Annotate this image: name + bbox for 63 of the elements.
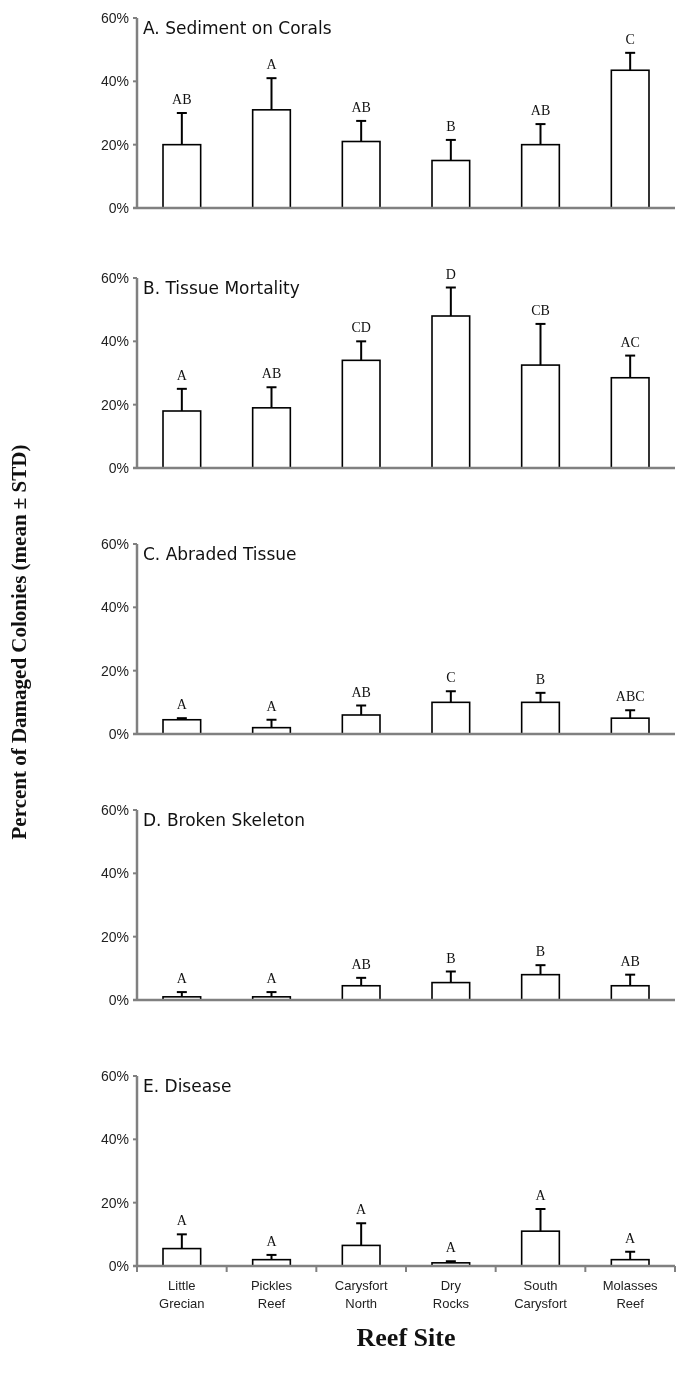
y-tick-label: 40% <box>100 1131 129 1148</box>
annotation: ABC <box>615 689 645 705</box>
annotation: A <box>625 1230 637 1246</box>
x-tick-label: Pickles Reef <box>250 1278 293 1311</box>
annotation: A <box>176 367 188 383</box>
annotation: B <box>535 671 546 687</box>
chart-title: B. Tissue Mortality <box>143 277 300 298</box>
annotation: AB <box>172 92 192 107</box>
y-tick-label: 60% <box>100 9 129 26</box>
y-tick-label: 20% <box>100 396 129 413</box>
annotation: A <box>266 971 278 987</box>
annotation: B <box>535 944 546 960</box>
y-tick-label: 60% <box>100 1067 129 1084</box>
annotation: A <box>356 1202 368 1218</box>
y-tick-label: 0% <box>108 725 129 742</box>
y-tick-label: 40% <box>100 599 129 616</box>
annotation: AB <box>351 684 371 700</box>
annotation: B <box>446 118 456 134</box>
annotation: CB <box>531 302 550 318</box>
x-tick-label: Dry Rocks <box>432 1278 470 1311</box>
annotation: AB <box>261 366 282 382</box>
annotation: CD <box>351 320 371 336</box>
chart-title: A. Sediment on Corals <box>143 17 332 38</box>
y-tick-label: 0% <box>108 459 129 476</box>
y-tick-label: 20% <box>100 1194 129 1211</box>
annotation: AB <box>351 956 371 972</box>
y-tick-label: 20% <box>100 136 129 153</box>
x-tick-label: Molasses Reef <box>602 1278 659 1311</box>
annotation: C <box>446 670 456 686</box>
y-tick-label: 40% <box>100 865 129 882</box>
annotation: AB <box>530 103 551 119</box>
x-tick-label: Carysfort North <box>334 1278 388 1311</box>
annotation: B <box>446 950 456 966</box>
annotation: AB <box>351 99 371 115</box>
annotation: AB <box>620 953 640 969</box>
y-tick-label: 0% <box>108 199 129 216</box>
chart-title: E. Disease <box>143 1075 232 1096</box>
y-axis-title: Percent of Damaged Colonies (mean ± STD) <box>7 444 31 840</box>
annotation: A <box>266 698 278 714</box>
y-tick-label: 40% <box>100 73 129 90</box>
annotation: A <box>266 1233 278 1249</box>
annotation: A <box>535 1188 547 1203</box>
y-tick-label: 60% <box>100 535 129 552</box>
x-tick-label: South Carysfort <box>514 1278 568 1311</box>
y-tick-label: 60% <box>100 269 129 286</box>
y-tick-label: 0% <box>108 1257 129 1274</box>
y-tick-label: 0% <box>108 991 129 1008</box>
annotation: A <box>176 697 188 713</box>
annotation: A <box>176 971 188 987</box>
y-tick-label: 40% <box>100 333 129 350</box>
y-tick-label: 60% <box>100 801 129 818</box>
x-axis-title: Reef Site <box>356 1323 456 1352</box>
y-tick-label: 20% <box>100 662 129 679</box>
annotation: C <box>625 31 635 47</box>
annotation: D <box>445 266 456 282</box>
annotation: A <box>266 57 278 73</box>
annotation: AC <box>620 334 640 350</box>
y-tick-label: 20% <box>100 928 129 945</box>
annotation: A <box>176 1213 188 1229</box>
chart-title: C. Abraded Tissue <box>143 543 297 564</box>
chart-title: D. Broken Skeleton <box>143 809 305 830</box>
x-tick-label: Little Grecian <box>159 1278 205 1311</box>
annotation: A <box>445 1240 457 1256</box>
